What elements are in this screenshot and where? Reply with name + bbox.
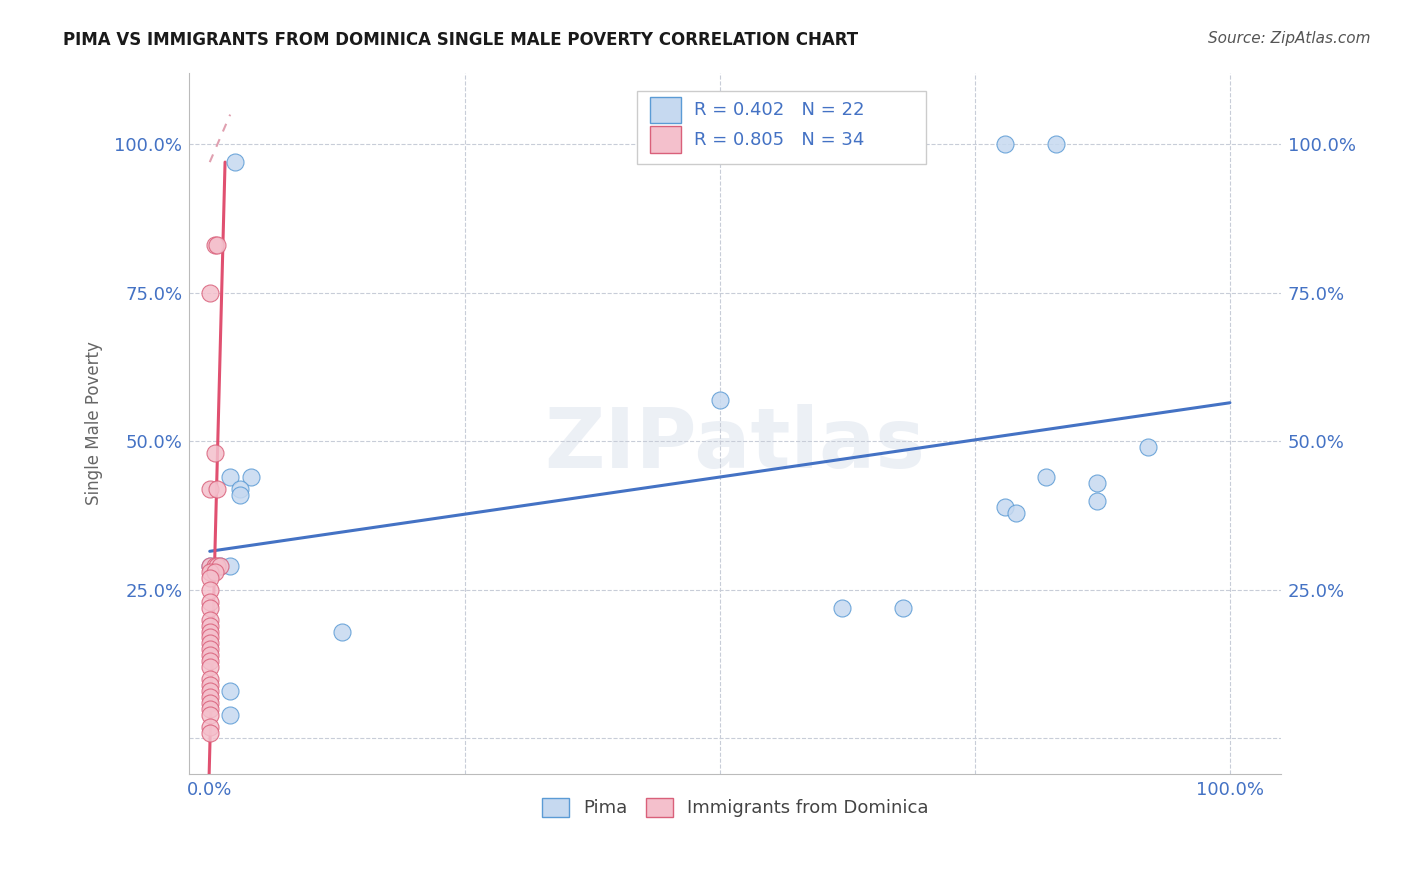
Point: [198, 571, 221, 585]
Point: [198, 660, 221, 674]
Point: [994, 500, 1017, 514]
Y-axis label: Single Male Poverty: Single Male Poverty: [86, 342, 103, 506]
Point: [198, 654, 221, 668]
Point: [198, 631, 221, 645]
Point: [198, 707, 221, 722]
Point: [205, 482, 228, 496]
Point: [205, 559, 228, 574]
Point: [198, 648, 221, 663]
Point: [198, 595, 221, 609]
Point: [198, 725, 221, 739]
Point: [1045, 137, 1067, 152]
Point: [1137, 440, 1160, 454]
Point: [709, 392, 731, 407]
FancyBboxPatch shape: [637, 90, 927, 164]
Point: [1085, 475, 1108, 490]
Point: [205, 238, 228, 252]
Text: PIMA VS IMMIGRANTS FROM DOMINICA SINGLE MALE POVERTY CORRELATION CHART: PIMA VS IMMIGRANTS FROM DOMINICA SINGLE …: [63, 31, 859, 49]
Legend: Pima, Immigrants from Dominica: Pima, Immigrants from Dominica: [534, 791, 936, 825]
Point: [198, 565, 221, 579]
Point: [229, 488, 252, 502]
Point: [198, 559, 221, 574]
Point: [198, 678, 221, 692]
Point: [219, 684, 242, 698]
Point: [198, 702, 221, 716]
Point: [198, 624, 221, 639]
Point: [198, 618, 221, 632]
Point: [208, 559, 231, 574]
Point: [198, 582, 221, 597]
Point: [198, 559, 221, 574]
Point: [239, 470, 262, 484]
Point: [198, 613, 221, 627]
Point: [198, 720, 221, 734]
Point: [204, 559, 226, 574]
Point: [224, 155, 246, 169]
Point: [332, 624, 354, 639]
Text: R = 0.805   N = 34: R = 0.805 N = 34: [693, 130, 865, 149]
Point: [198, 696, 221, 710]
Point: [994, 137, 1017, 152]
Point: [204, 446, 226, 460]
Point: [1035, 470, 1057, 484]
Text: R = 0.402   N = 22: R = 0.402 N = 22: [693, 101, 865, 120]
Point: [893, 600, 915, 615]
Point: [229, 482, 252, 496]
Point: [198, 642, 221, 657]
Point: [198, 285, 221, 300]
Point: [208, 559, 231, 574]
Point: [1004, 506, 1026, 520]
Point: [219, 707, 242, 722]
Point: [198, 482, 221, 496]
Point: [831, 600, 853, 615]
Point: [219, 470, 242, 484]
Point: [1085, 493, 1108, 508]
Point: [198, 684, 221, 698]
Point: [219, 559, 242, 574]
Point: [198, 600, 221, 615]
Text: ZIPatlas: ZIPatlas: [544, 404, 925, 485]
Point: [204, 238, 226, 252]
Point: [204, 565, 226, 579]
Point: [198, 690, 221, 704]
Point: [198, 672, 221, 686]
FancyBboxPatch shape: [650, 97, 681, 123]
Text: Source: ZipAtlas.com: Source: ZipAtlas.com: [1208, 31, 1371, 46]
FancyBboxPatch shape: [650, 127, 681, 153]
Point: [198, 636, 221, 650]
